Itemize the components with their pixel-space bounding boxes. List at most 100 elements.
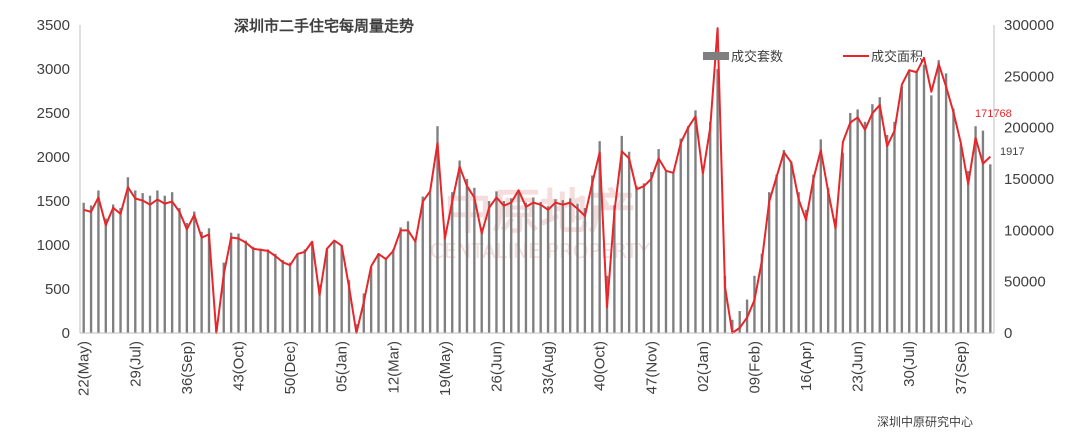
bar-65 bbox=[561, 200, 564, 333]
bar-119 bbox=[959, 143, 963, 333]
x-tick-label: 29(Jul) bbox=[127, 341, 144, 387]
bar-104 bbox=[849, 113, 852, 333]
x-tick-label: 22(May) bbox=[76, 341, 93, 396]
right-tick-label: 100000 bbox=[1004, 222, 1054, 239]
bar-68 bbox=[583, 208, 587, 333]
bar-29 bbox=[296, 253, 299, 333]
bar-61 bbox=[532, 197, 535, 333]
bar-26 bbox=[274, 253, 277, 333]
bar-9 bbox=[148, 195, 152, 333]
bar-56 bbox=[495, 191, 498, 333]
bar-39 bbox=[369, 267, 373, 333]
right-axis-ticks: 0 50000 100000 150000 200000 250000 300000 bbox=[1004, 17, 1054, 342]
x-tick-label: 02(Jan) bbox=[695, 341, 712, 392]
bar-58 bbox=[510, 198, 513, 333]
x-tick-label: 43(Oct) bbox=[231, 341, 248, 391]
bar-117 bbox=[944, 73, 948, 334]
bar-115 bbox=[930, 95, 933, 334]
bar-92 bbox=[760, 253, 763, 333]
bar-44 bbox=[406, 221, 410, 333]
bar-99 bbox=[812, 174, 815, 333]
bar-21 bbox=[237, 233, 240, 333]
bar-82 bbox=[686, 126, 690, 333]
bar-12 bbox=[170, 192, 174, 333]
bar-81 bbox=[679, 138, 682, 333]
bar-62 bbox=[539, 201, 542, 333]
bar-109 bbox=[885, 135, 889, 333]
bar-16 bbox=[200, 231, 203, 333]
bar-4 bbox=[111, 204, 115, 333]
bar-45 bbox=[414, 240, 417, 333]
bar-17 bbox=[207, 228, 211, 333]
bar-96 bbox=[790, 161, 793, 333]
bar-28 bbox=[288, 262, 292, 333]
left-tick-label: 1500 bbox=[37, 193, 70, 210]
bar-6 bbox=[126, 177, 130, 333]
x-tick-label: 23(Jun) bbox=[850, 341, 867, 392]
bar-15 bbox=[193, 211, 196, 333]
legend-bar-swatch bbox=[703, 52, 729, 60]
bar-102 bbox=[834, 218, 837, 333]
bar-98 bbox=[804, 209, 808, 333]
bar-5 bbox=[119, 208, 122, 333]
x-axis-ticks: 22(May) 29(Jul) 36(Sep) 43(Oct) 50(Dec) 05(Ja… bbox=[76, 341, 970, 396]
bar-40 bbox=[377, 253, 380, 333]
bar-52 bbox=[465, 179, 469, 333]
bar-25 bbox=[266, 249, 270, 333]
bar-35 bbox=[340, 245, 343, 333]
bar-32 bbox=[318, 284, 321, 333]
left-tick-label: 0 bbox=[62, 325, 70, 342]
line-series-area bbox=[83, 27, 991, 334]
bar-91 bbox=[753, 275, 756, 333]
bar-20 bbox=[229, 232, 233, 333]
bar-31 bbox=[311, 242, 314, 333]
bar-7 bbox=[134, 190, 137, 333]
bar-8 bbox=[141, 193, 144, 333]
bar-53 bbox=[473, 187, 476, 333]
bar-93 bbox=[768, 192, 771, 333]
bar-42 bbox=[392, 249, 395, 333]
right-tick-label: 50000 bbox=[1004, 274, 1046, 291]
x-tick-label: 26(Jun) bbox=[489, 341, 506, 392]
bar-75 bbox=[635, 186, 638, 333]
x-tick-label: 36(Sep) bbox=[179, 341, 196, 394]
bar-19 bbox=[222, 262, 225, 333]
bar-1 bbox=[89, 205, 93, 333]
bar-13 bbox=[178, 208, 181, 333]
right-tick-label: 250000 bbox=[1004, 68, 1054, 85]
source-label: 深圳中原研究中心 bbox=[877, 414, 973, 429]
bar-121 bbox=[974, 126, 977, 333]
bar-86 bbox=[716, 69, 719, 333]
bar-2 bbox=[97, 190, 100, 333]
bar-110 bbox=[893, 121, 896, 333]
x-tick-label: 37(Sep) bbox=[953, 341, 970, 394]
x-tick-label: 47(Nov) bbox=[643, 341, 660, 394]
bar-22 bbox=[244, 240, 248, 333]
bar-67 bbox=[576, 203, 579, 333]
bar-60 bbox=[524, 202, 528, 333]
left-tick-label: 2500 bbox=[37, 105, 70, 122]
x-tick-label: 40(Oct) bbox=[592, 341, 609, 391]
x-tick-label: 33(Aug) bbox=[540, 341, 557, 394]
bar-30 bbox=[303, 249, 306, 333]
bar-49 bbox=[443, 236, 447, 333]
left-tick-label: 1000 bbox=[37, 237, 70, 254]
bar-113 bbox=[915, 70, 918, 333]
right-tick-label: 150000 bbox=[1004, 171, 1054, 188]
bar-106 bbox=[863, 121, 867, 333]
bar-36 bbox=[347, 280, 351, 333]
x-tick-label: 09(Feb) bbox=[746, 341, 763, 394]
bar-118 bbox=[952, 108, 955, 333]
left-tick-label: 3500 bbox=[37, 17, 70, 34]
bar-87 bbox=[723, 275, 727, 333]
bar-10 bbox=[156, 190, 159, 333]
bar-73 bbox=[620, 135, 623, 333]
bar-80 bbox=[672, 172, 675, 333]
left-tick-label: 500 bbox=[45, 281, 70, 298]
bar-70 bbox=[598, 141, 601, 333]
bar-14 bbox=[185, 223, 189, 333]
right-tick-label: 200000 bbox=[1004, 120, 1054, 137]
right-tick-label: 300000 bbox=[1004, 17, 1054, 34]
bar-97 bbox=[797, 192, 800, 333]
bar-0 bbox=[82, 202, 85, 333]
